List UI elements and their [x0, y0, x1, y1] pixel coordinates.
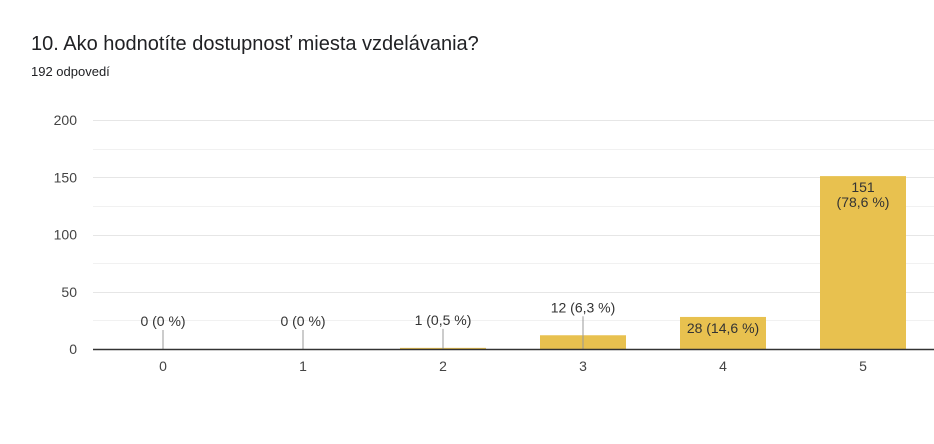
x-tick-label: 5: [859, 358, 867, 374]
y-tick-label: 150: [54, 169, 78, 185]
y-tick-label: 0: [69, 341, 77, 357]
x-tick-label: 1: [299, 358, 307, 374]
data-label: 1 (0,5 %): [415, 312, 472, 328]
data-label: 28 (14,6 %): [687, 320, 759, 336]
bar: [820, 176, 906, 349]
y-tick-label: 50: [61, 284, 77, 300]
y-tick-label: 200: [54, 112, 78, 128]
data-label: 151: [851, 179, 875, 195]
x-tick-label: 3: [579, 358, 587, 374]
question-title: 10. Ako hodnotíte dostupnosť miesta vzde…: [31, 33, 479, 55]
x-tick-label: 0: [159, 358, 167, 374]
data-label: (78,6 %): [837, 194, 890, 210]
y-tick-label: 100: [54, 227, 78, 243]
data-label: 0 (0 %): [280, 313, 325, 329]
data-label: 12 (6,3 %): [551, 299, 616, 315]
response-count: 192 odpovedí: [31, 64, 110, 79]
data-label: 0 (0 %): [140, 313, 185, 329]
x-tick-label: 2: [439, 358, 447, 374]
x-tick-label: 4: [719, 358, 727, 374]
bar: [680, 316, 766, 349]
